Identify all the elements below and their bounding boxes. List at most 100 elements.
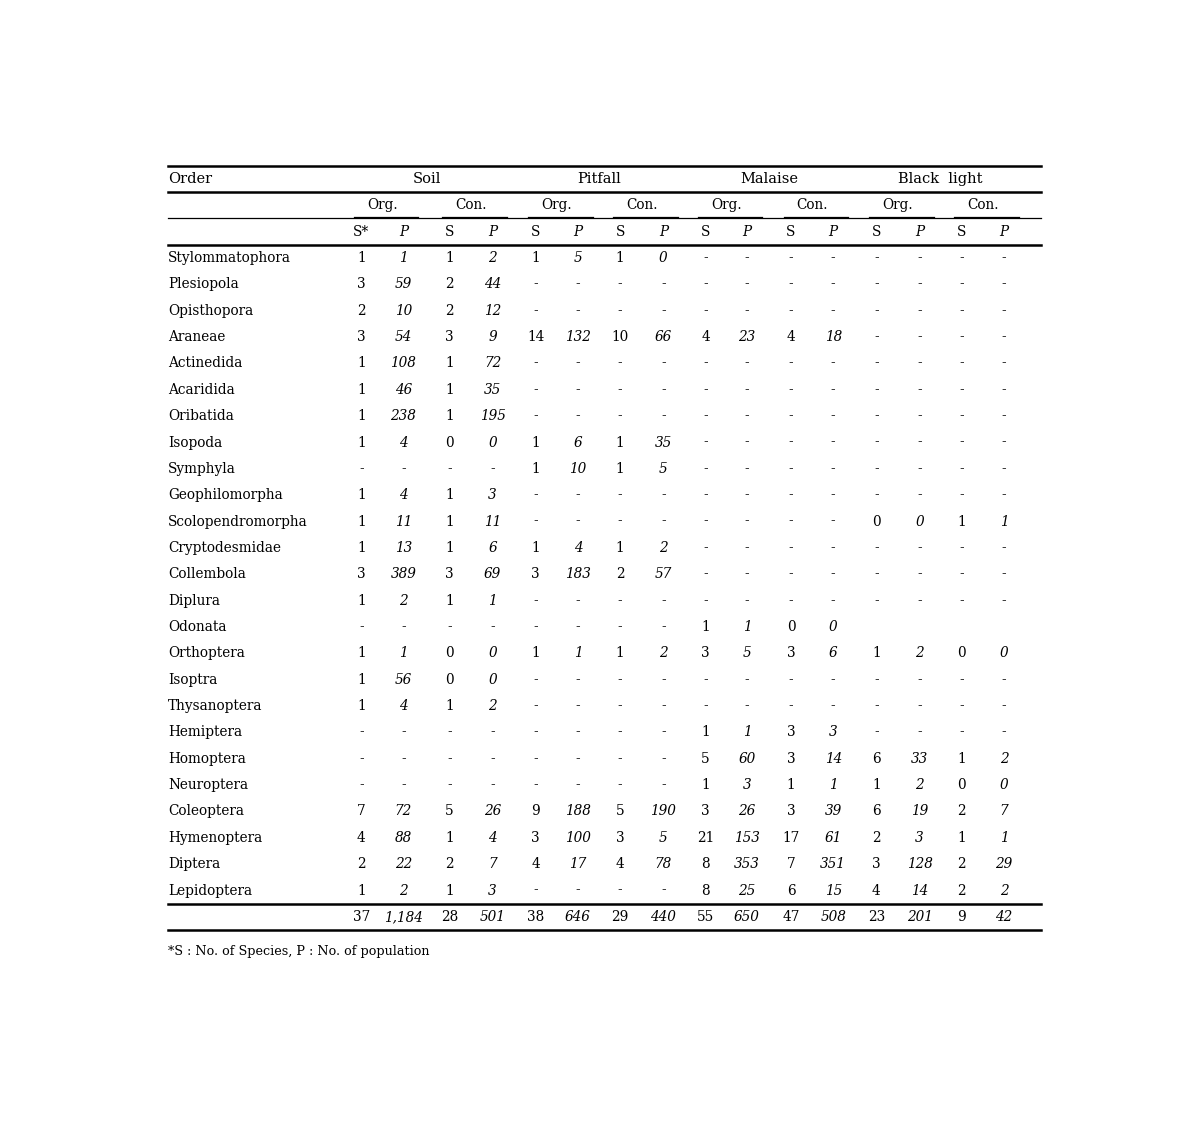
Text: 54: 54 xyxy=(395,331,412,344)
Text: 4: 4 xyxy=(399,488,408,502)
Text: Homoptera: Homoptera xyxy=(168,751,246,766)
Text: Cryptodesmidae: Cryptodesmidae xyxy=(168,541,281,555)
Text: Lepidoptera: Lepidoptera xyxy=(168,883,252,898)
Text: -: - xyxy=(617,699,622,713)
Text: -: - xyxy=(917,303,922,318)
Text: -: - xyxy=(447,751,451,766)
Text: -: - xyxy=(533,620,538,634)
Text: 1: 1 xyxy=(399,646,408,660)
Text: 1: 1 xyxy=(357,435,365,449)
Text: -: - xyxy=(917,435,922,449)
Text: 1: 1 xyxy=(1000,514,1008,529)
Text: Diplura: Diplura xyxy=(168,593,220,608)
Text: Org.: Org. xyxy=(367,199,398,212)
Text: 29: 29 xyxy=(995,857,1013,871)
Text: -: - xyxy=(491,751,495,766)
Text: 4: 4 xyxy=(531,857,540,871)
Text: 3: 3 xyxy=(787,646,795,660)
Text: -: - xyxy=(875,699,879,713)
Text: -: - xyxy=(875,541,879,555)
Text: 6: 6 xyxy=(574,435,582,449)
Text: -: - xyxy=(703,356,707,370)
Text: -: - xyxy=(447,725,451,740)
Text: 2: 2 xyxy=(659,541,667,555)
Text: 2: 2 xyxy=(915,778,924,792)
Text: 12: 12 xyxy=(483,303,501,318)
Text: 4: 4 xyxy=(399,435,408,449)
Text: 0: 0 xyxy=(957,646,966,660)
Text: 1,184: 1,184 xyxy=(384,910,423,924)
Text: -: - xyxy=(703,435,707,449)
Text: 17: 17 xyxy=(782,831,800,845)
Text: 2: 2 xyxy=(616,567,624,581)
Text: -: - xyxy=(960,461,965,476)
Text: 42: 42 xyxy=(995,910,1013,924)
Text: -: - xyxy=(1001,409,1006,423)
Text: 6: 6 xyxy=(872,751,880,766)
Text: P: P xyxy=(999,224,1008,239)
Text: -: - xyxy=(917,541,922,555)
Text: 11: 11 xyxy=(395,514,412,529)
Text: -: - xyxy=(617,303,622,318)
Text: 201: 201 xyxy=(907,910,933,924)
Text: -: - xyxy=(661,699,666,713)
Text: -: - xyxy=(831,382,835,397)
Text: -: - xyxy=(917,356,922,370)
Text: 4: 4 xyxy=(702,331,710,344)
Text: -: - xyxy=(576,488,581,502)
Text: -: - xyxy=(533,725,538,740)
Text: -: - xyxy=(875,356,879,370)
Text: 238: 238 xyxy=(391,409,416,423)
Text: -: - xyxy=(661,725,666,740)
Text: -: - xyxy=(703,699,707,713)
Text: 1: 1 xyxy=(446,593,454,608)
Text: -: - xyxy=(875,331,879,344)
Text: -: - xyxy=(576,778,581,792)
Text: 1: 1 xyxy=(446,382,454,397)
Text: 5: 5 xyxy=(574,252,582,265)
Text: Odonata: Odonata xyxy=(168,620,226,634)
Text: -: - xyxy=(617,382,622,397)
Text: -: - xyxy=(661,778,666,792)
Text: -: - xyxy=(960,409,965,423)
Text: 1: 1 xyxy=(357,356,365,370)
Text: 1: 1 xyxy=(616,541,624,555)
Text: -: - xyxy=(960,725,965,740)
Text: Con.: Con. xyxy=(967,199,999,212)
Text: -: - xyxy=(491,778,495,792)
Text: 0: 0 xyxy=(488,672,497,687)
Text: -: - xyxy=(744,461,749,476)
Text: Soil: Soil xyxy=(412,171,441,186)
Text: -: - xyxy=(533,514,538,529)
Text: -: - xyxy=(533,672,538,687)
Text: 0: 0 xyxy=(830,620,838,634)
Text: -: - xyxy=(744,593,749,608)
Text: Org.: Org. xyxy=(711,199,742,212)
Text: 44: 44 xyxy=(483,277,501,291)
Text: -: - xyxy=(917,567,922,581)
Text: -: - xyxy=(917,252,922,265)
Text: 1: 1 xyxy=(357,593,365,608)
Text: -: - xyxy=(744,303,749,318)
Text: 3: 3 xyxy=(357,331,365,344)
Text: -: - xyxy=(744,435,749,449)
Text: -: - xyxy=(533,699,538,713)
Text: -: - xyxy=(789,435,793,449)
Text: Con.: Con. xyxy=(626,199,658,212)
Text: -: - xyxy=(661,751,666,766)
Text: 650: 650 xyxy=(734,910,760,924)
Text: Orthoptera: Orthoptera xyxy=(168,646,245,660)
Text: -: - xyxy=(533,409,538,423)
Text: -: - xyxy=(661,620,666,634)
Text: -: - xyxy=(401,778,405,792)
Text: -: - xyxy=(744,252,749,265)
Text: -: - xyxy=(576,382,581,397)
Text: 2: 2 xyxy=(446,303,454,318)
Text: -: - xyxy=(744,356,749,370)
Text: Scolopendromorpha: Scolopendromorpha xyxy=(168,514,308,529)
Text: -: - xyxy=(703,461,707,476)
Text: 0: 0 xyxy=(488,435,497,449)
Text: Araneae: Araneae xyxy=(168,331,225,344)
Text: 1: 1 xyxy=(399,252,408,265)
Text: 23: 23 xyxy=(738,331,756,344)
